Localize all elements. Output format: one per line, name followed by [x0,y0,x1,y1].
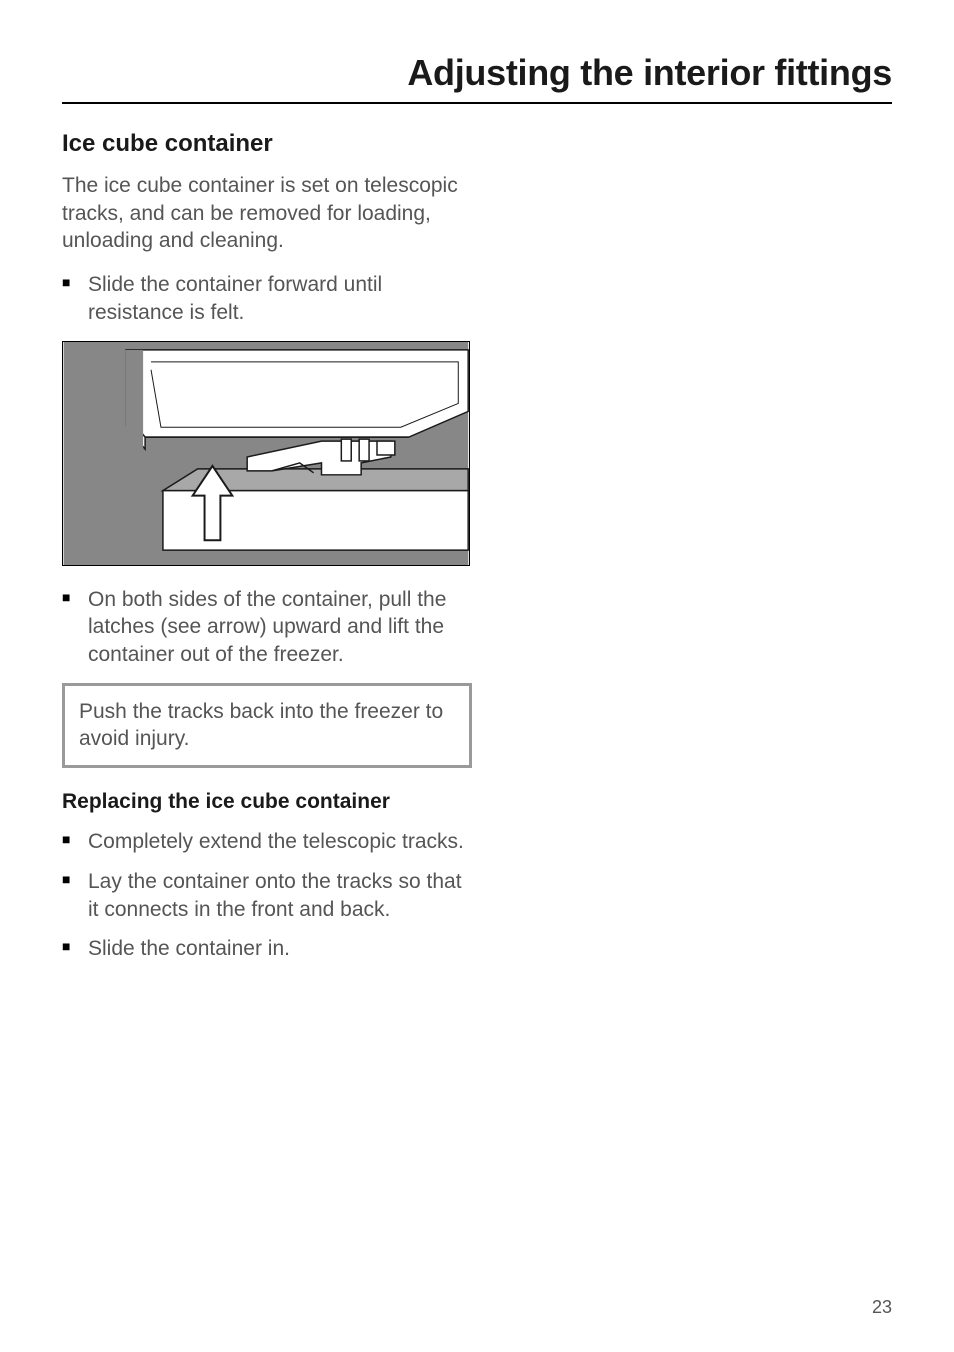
step-item: Lay the container onto the tracks so tha… [62,868,472,923]
page-title: Adjusting the interior fittings [62,52,892,94]
section-heading: Ice cube container [62,130,472,158]
replace-step-list: Completely extend the telescopic tracks.… [62,828,472,963]
step-item: Slide the container in. [62,935,472,963]
step-list-2: On both sides of the container, pull the… [62,586,472,669]
note-box: Push the tracks back into the freezer to… [62,683,472,768]
step-item: Completely extend the telescopic tracks. [62,828,472,856]
note-text: Push the tracks back into the freezer to… [79,698,455,753]
step-item: Slide the container forward until resist… [62,271,472,326]
left-column: Ice cube container The ice cube containe… [62,130,472,963]
page-number: 23 [872,1297,892,1318]
intro-text: The ice cube container is set on telesco… [62,172,472,255]
sub-heading: Replacing the ice cube container [62,790,472,814]
figure-ice-container [62,341,470,566]
step-item: On both sides of the container, pull the… [62,586,472,669]
page: Adjusting the interior fittings Ice cube… [0,0,954,1352]
page-title-wrap: Adjusting the interior fittings [62,52,892,104]
step-list-1: Slide the container forward until resist… [62,271,472,326]
